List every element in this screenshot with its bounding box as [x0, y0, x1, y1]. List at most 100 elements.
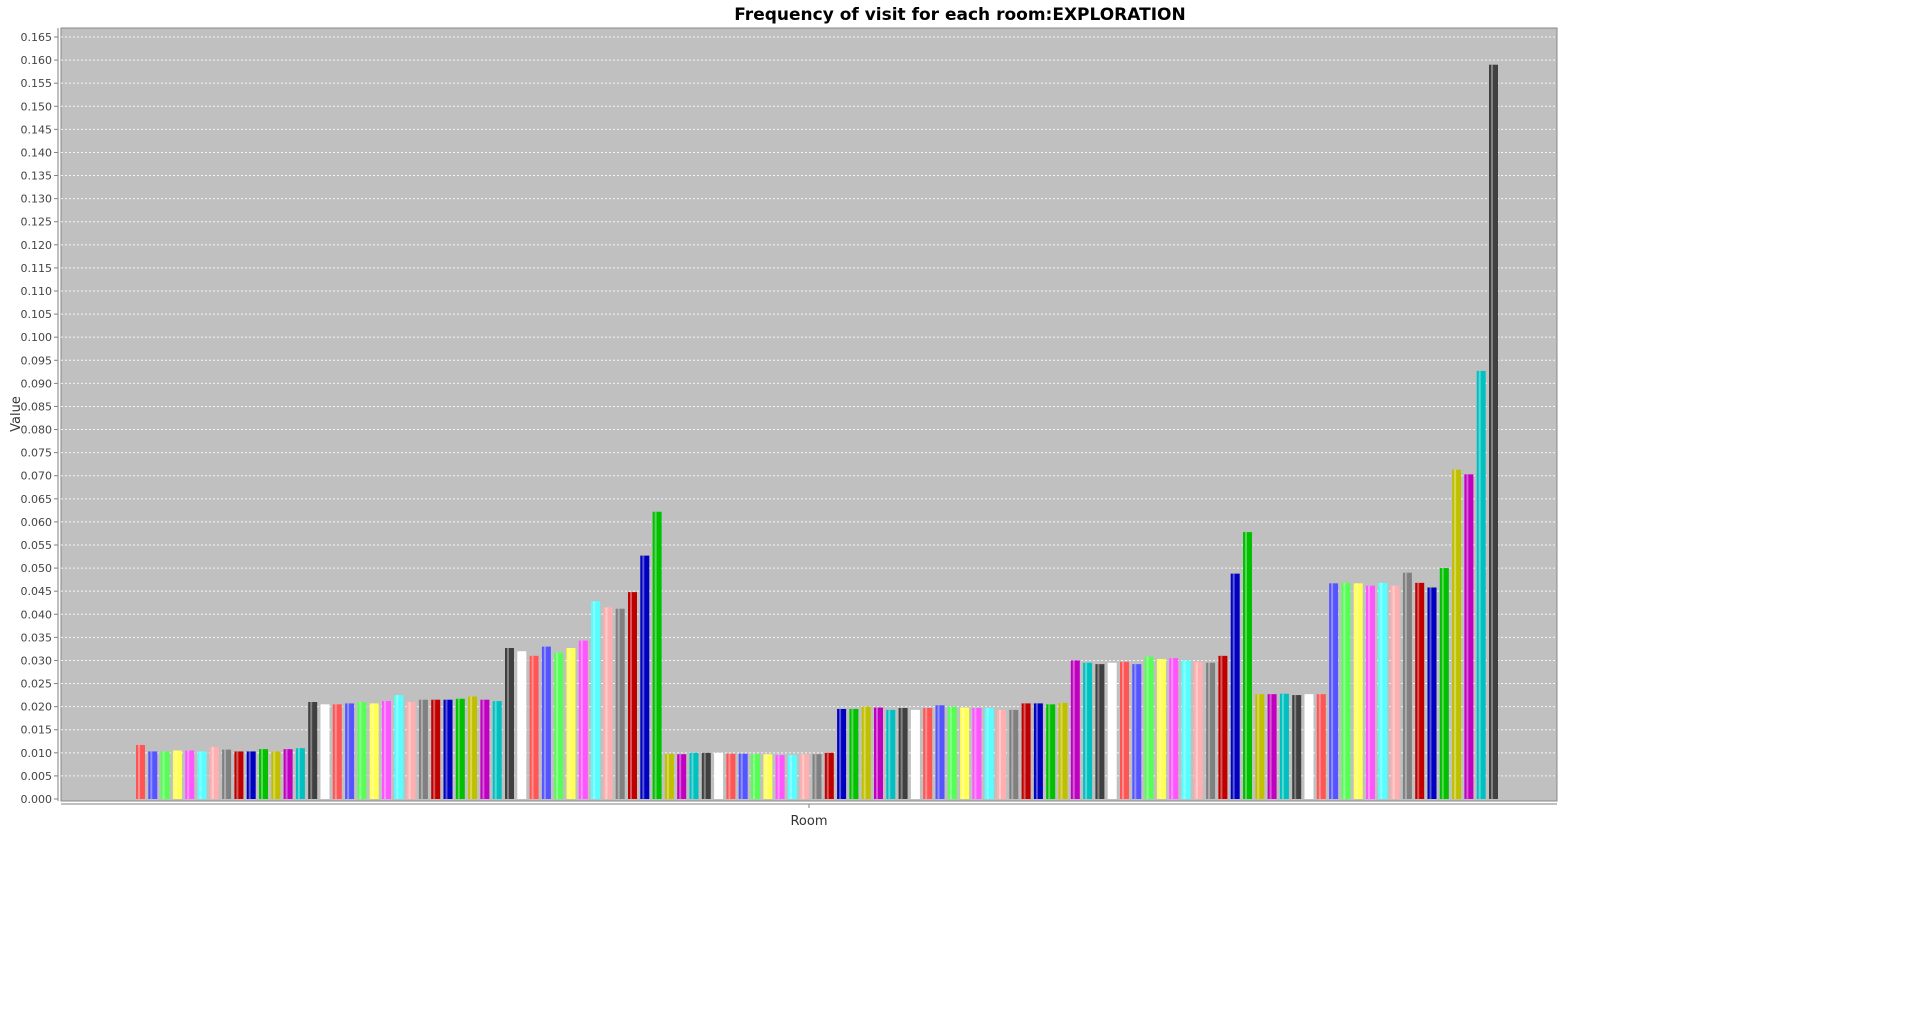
bar-highlight	[1072, 660, 1075, 799]
bar	[1255, 694, 1265, 799]
bars	[136, 64, 1498, 799]
bar-highlight	[1122, 661, 1124, 799]
bar-highlight	[1171, 658, 1174, 799]
bar-highlight	[1355, 583, 1358, 799]
bar	[1169, 658, 1179, 799]
bar-highlight	[999, 709, 1001, 799]
bar	[234, 751, 244, 799]
bar	[1083, 662, 1093, 799]
bar-highlight	[1232, 573, 1235, 799]
bar	[1279, 693, 1289, 799]
bar	[960, 707, 970, 799]
bar	[480, 699, 490, 799]
bar	[726, 753, 736, 799]
bar	[1009, 709, 1019, 799]
bar	[136, 744, 145, 799]
bar-highlight	[1478, 370, 1481, 799]
bar-highlight	[925, 708, 928, 799]
bar	[787, 755, 797, 799]
bar	[332, 704, 342, 799]
y-tick-label: 0.110	[21, 285, 53, 298]
y-tick-label: 0.055	[21, 539, 53, 552]
bar-highlight	[863, 706, 866, 799]
bar	[1366, 585, 1375, 799]
bar	[271, 751, 281, 799]
axes	[57, 28, 1557, 808]
bar-highlight	[949, 706, 952, 799]
bar-highlight	[1343, 582, 1346, 799]
bar-highlight	[1466, 474, 1469, 799]
bar-highlight	[740, 753, 743, 799]
bar	[222, 749, 232, 799]
bar-highlight	[1146, 656, 1149, 799]
bar-highlight	[1183, 660, 1186, 799]
bar	[566, 647, 576, 799]
bar-highlight	[1441, 568, 1444, 799]
y-tick-label: 0.005	[21, 770, 53, 783]
bar-highlight	[322, 704, 325, 799]
bar	[259, 749, 268, 799]
bar	[591, 601, 601, 799]
y-tick-label: 0.150	[21, 100, 53, 113]
bar	[406, 702, 416, 799]
bar-highlight	[494, 701, 497, 799]
y-tick-label: 0.130	[21, 193, 53, 206]
bar	[160, 751, 170, 799]
y-tick-label: 0.095	[21, 354, 53, 367]
bar	[431, 699, 441, 799]
bar-highlight	[691, 752, 694, 799]
bar	[972, 708, 982, 799]
bar	[1193, 661, 1203, 799]
bar-highlight	[666, 753, 669, 799]
bar-highlight	[888, 709, 891, 799]
y-tick-label: 0.045	[21, 585, 53, 598]
bar	[800, 754, 810, 799]
bar	[578, 640, 588, 799]
bar	[1144, 656, 1154, 799]
bar	[308, 702, 318, 799]
bar-highlight	[396, 695, 399, 799]
bar-highlight	[1134, 664, 1137, 799]
bar-highlight	[310, 702, 313, 799]
bar	[172, 750, 182, 799]
bar	[1415, 582, 1425, 799]
bar-highlight	[1392, 585, 1395, 799]
bar-highlight	[162, 751, 165, 799]
bar-highlight	[703, 752, 706, 799]
bar	[1033, 703, 1043, 799]
bar-highlight	[1281, 693, 1284, 799]
bar	[443, 699, 453, 799]
bar	[1292, 695, 1302, 799]
bar-highlight	[765, 754, 768, 799]
bar-highlight	[359, 702, 362, 799]
bar	[382, 701, 391, 799]
bar	[1267, 694, 1277, 799]
bar-highlight	[1417, 582, 1420, 799]
bar	[468, 696, 478, 799]
bar-highlight	[531, 655, 534, 799]
y-tick-label: 0.080	[21, 424, 53, 437]
bar-highlight	[371, 703, 374, 799]
bar	[1046, 704, 1056, 799]
y-tick-label: 0.090	[21, 377, 53, 390]
bar	[148, 751, 158, 799]
bar-highlight	[519, 651, 522, 799]
bar-highlight	[777, 755, 780, 799]
bar	[997, 709, 1006, 799]
bar-highlight	[654, 511, 657, 799]
bar-highlight	[605, 607, 608, 799]
bar	[283, 749, 293, 799]
bar-highlight	[679, 754, 682, 799]
y-tick-label: 0.070	[21, 470, 53, 483]
bar	[320, 704, 330, 799]
bar	[1021, 703, 1031, 799]
bar	[455, 698, 465, 799]
bar	[1206, 662, 1216, 799]
bar	[1353, 583, 1363, 799]
bar-highlight	[1269, 694, 1272, 799]
bar-highlight	[1208, 662, 1211, 799]
bar	[935, 705, 945, 799]
y-tick-label: 0.015	[21, 724, 53, 737]
bar	[1132, 664, 1142, 799]
